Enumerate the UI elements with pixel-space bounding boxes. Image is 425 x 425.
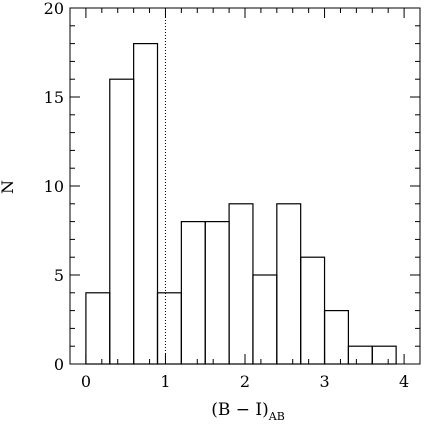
x-axis-label: (B − I)AB	[211, 400, 285, 423]
y-tick-label: 5	[54, 266, 64, 285]
histogram-bar	[180, 221, 206, 365]
histogram-bar	[252, 274, 278, 365]
x-tick-label: 1	[160, 372, 170, 391]
x-axis-label-main: (B − I)	[211, 400, 269, 420]
x-tick-label: 2	[240, 372, 250, 391]
x-axis-label-subscript: AB	[268, 410, 285, 423]
histogram-bar	[276, 203, 302, 365]
x-tick-label: 4	[399, 372, 409, 391]
histogram-bar	[133, 42, 159, 365]
y-tick-label: 10	[44, 177, 64, 196]
histogram-bar	[204, 221, 230, 365]
histogram-bar	[371, 345, 397, 365]
x-tick-label: 3	[319, 372, 329, 391]
x-tick-label: 0	[81, 372, 91, 391]
histogram-bar	[300, 256, 326, 365]
histogram-bar	[228, 203, 254, 365]
histogram-bar	[109, 78, 135, 365]
y-tick-label: 0	[54, 355, 64, 374]
plot-frame	[69, 7, 421, 365]
histogram-bar	[323, 310, 350, 365]
histogram-bar	[347, 345, 373, 365]
y-tick-label: 15	[44, 88, 64, 107]
y-tick-label: 20	[44, 0, 64, 18]
y-axis-label: N	[0, 180, 17, 194]
histogram-bar	[85, 292, 111, 365]
histogram-bar	[156, 292, 182, 365]
